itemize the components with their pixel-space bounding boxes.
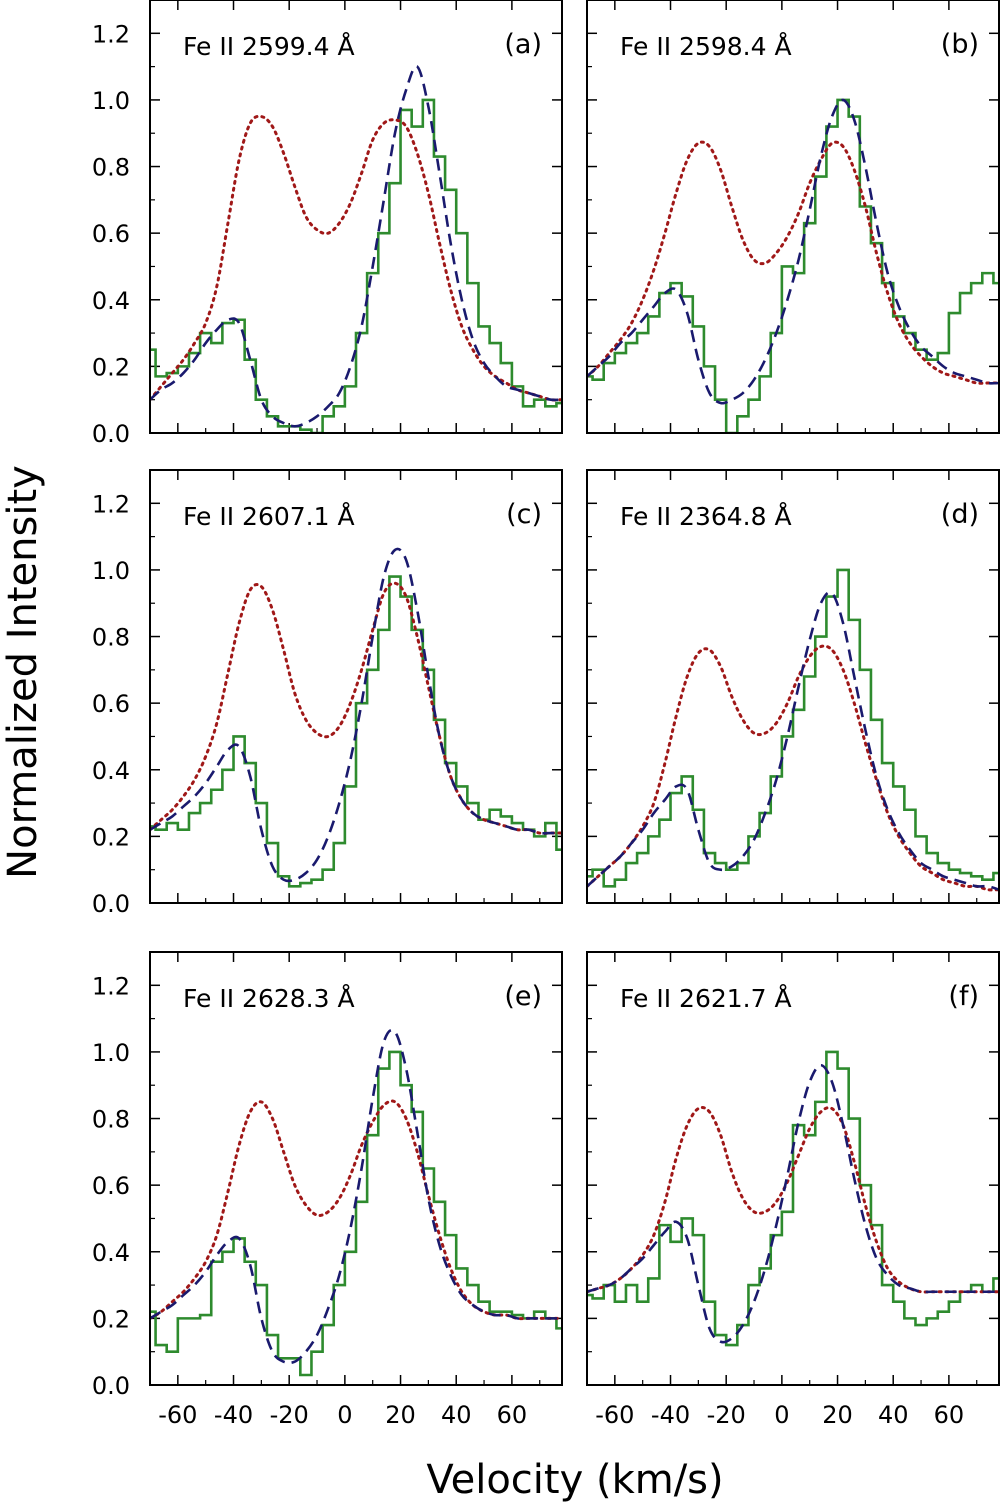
panel-5: -60 -40 -20 0 20 40 60 Fe II 2621.7 Å (f) (586, 951, 1000, 1429)
y-tick-label: 0.0 (92, 420, 130, 448)
y-tick-label: 0.6 (92, 1172, 130, 1200)
series-group (150, 547, 562, 888)
x-tick-label: 40 (878, 1401, 909, 1429)
x-tick-label: -20 (270, 1401, 309, 1429)
x-tick-label: 60 (934, 1401, 965, 1429)
y-tick-label: 1.0 (92, 1039, 130, 1067)
panel-tag: (a) (504, 29, 542, 60)
series-group (587, 98, 999, 433)
model-series (587, 591, 999, 891)
panel-line-label: Fe II 2599.4 Å (183, 32, 355, 61)
panel-frame (586, 951, 1000, 1386)
y-tick-label: 0.6 (92, 220, 130, 248)
intrinsic-series (150, 114, 562, 402)
panel-line-label: Fe II 2598.4 Å (620, 32, 792, 61)
panel-tag: (d) (941, 499, 979, 530)
panel-frame (586, 0, 1000, 434)
series-group (150, 65, 562, 433)
panel-1: Fe II 2598.4 Å (b) (586, 0, 1000, 434)
observed-series (587, 1050, 999, 1347)
y-tick-label: 0.2 (92, 353, 130, 381)
panel-frame (586, 469, 1000, 904)
panel-tag: (f) (948, 981, 979, 1012)
x-tick-label: 20 (385, 1401, 416, 1429)
panel-tag: (b) (941, 29, 979, 60)
panel-4: -60 -40 -20 0 20 40 60 0.0 0.2 0.4 0.6 0.8 1.0 1.2 Fe … (92, 951, 563, 1429)
x-axis-label: Velocity (km/s) (426, 1457, 723, 1503)
x-tick-label: 60 (497, 1401, 528, 1429)
y-tick-label: 0.4 (92, 1239, 130, 1267)
y-tick-label: 1.2 (92, 490, 130, 518)
x-tick-label: 0 (337, 1401, 352, 1429)
y-tick-label: 0.2 (92, 1305, 130, 1333)
x-tick-label: -20 (707, 1401, 746, 1429)
x-tick-label: 40 (441, 1401, 472, 1429)
y-tick-label: 0.8 (92, 154, 130, 182)
panel-frame (149, 0, 563, 434)
y-tick-label: 1.2 (92, 20, 130, 48)
panels-group: 0.0 0.2 0.4 0.6 0.8 1.0 1.2 Fe II 2599.4 Å (a) Fe… (92, 0, 1000, 1429)
y-tick-label: 0.8 (92, 624, 130, 652)
model-series (587, 98, 999, 405)
x-tick-label: -60 (158, 1401, 197, 1429)
series-group (150, 1028, 562, 1377)
panel-3: Fe II 2364.8 Å (d) (586, 469, 1000, 904)
intrinsic-series (150, 581, 562, 835)
y-tick-label: 0.2 (92, 823, 130, 851)
model-series (150, 547, 562, 883)
x-tick-label: 20 (822, 1401, 853, 1429)
x-tick-label: 0 (774, 1401, 789, 1429)
observed-series (150, 575, 562, 888)
panel-tag: (e) (504, 981, 542, 1012)
x-tick-label: -60 (595, 1401, 634, 1429)
panel-line-label: Fe II 2621.7 Å (620, 984, 792, 1013)
panel-line-label: Fe II 2628.3 Å (183, 984, 355, 1013)
panel-tag: (c) (506, 499, 542, 530)
intrinsic-series (587, 644, 999, 892)
series-group (587, 1050, 999, 1347)
y-tick-label: 1.0 (92, 557, 130, 585)
observed-series (150, 1050, 562, 1377)
panel-frame (149, 951, 563, 1386)
observed-series (587, 98, 999, 433)
y-tick-label: 0.0 (92, 1372, 130, 1400)
x-tick-label: -40 (651, 1401, 690, 1429)
panel-2: 0.0 0.2 0.4 0.6 0.8 1.0 1.2 Fe II 2607.1 Å (c) (92, 469, 563, 918)
y-tick-label: 0.0 (92, 890, 130, 918)
panel-0: 0.0 0.2 0.4 0.6 0.8 1.0 1.2 Fe II 2599.4 Å (a) (92, 0, 563, 448)
observed-series (150, 98, 562, 433)
y-tick-label: 0.6 (92, 690, 130, 718)
observed-series (587, 568, 999, 888)
y-tick-label: 1.0 (92, 87, 130, 115)
panel-line-label: Fe II 2607.1 Å (183, 502, 355, 531)
x-tick-label: -40 (214, 1401, 253, 1429)
model-series (587, 1063, 999, 1344)
panel-frame (149, 469, 563, 904)
y-axis-label: Normalized Intensity (0, 465, 46, 879)
series-group (587, 568, 999, 892)
y-tick-label: 0.8 (92, 1106, 130, 1134)
y-tick-label: 1.2 (92, 972, 130, 1000)
y-tick-label: 0.4 (92, 287, 130, 315)
model-series (150, 65, 562, 428)
y-tick-label: 0.4 (92, 757, 130, 785)
model-series (150, 1028, 562, 1365)
intrinsic-series (587, 140, 999, 385)
panel-line-label: Fe II 2364.8 Å (620, 502, 792, 531)
